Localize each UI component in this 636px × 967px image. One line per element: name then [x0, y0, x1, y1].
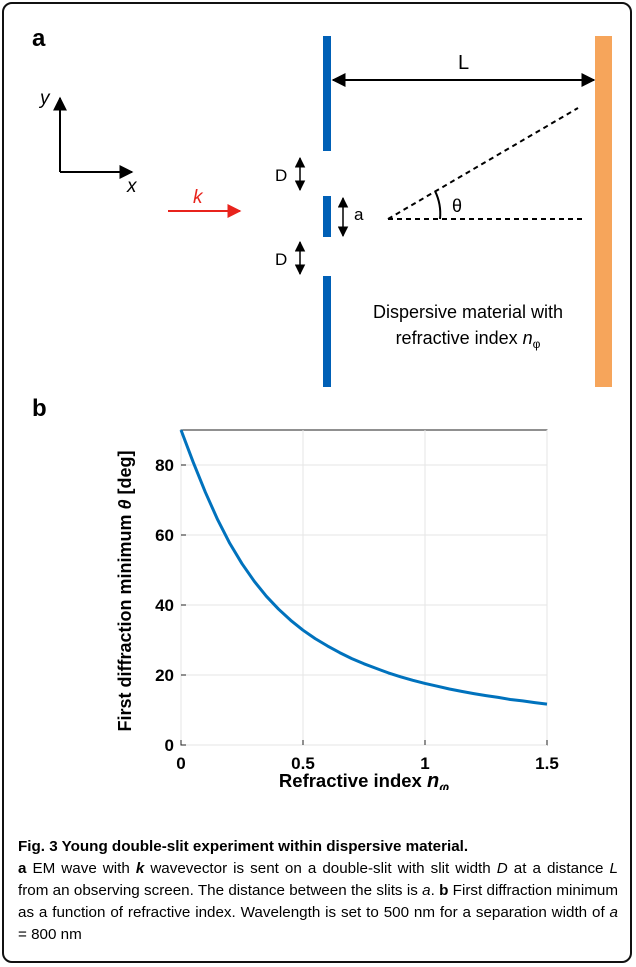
material-text-line2: refractive index nφ — [396, 328, 541, 351]
wavevector-label: k — [193, 187, 204, 208]
x-axis-label: x — [126, 176, 138, 197]
panel-a-label: a — [32, 25, 46, 52]
x-tick-label: 0.5 — [291, 754, 315, 773]
figure-caption: Fig. 3 Young double-slit experiment with… — [18, 836, 618, 946]
series-lines — [179, 429, 548, 706]
caption-title: Fig. 3 Young double-slit experiment with… — [18, 838, 469, 855]
caption-text: at a distance — [507, 860, 610, 877]
caption-text: from an observing screen. The distance b… — [18, 882, 423, 899]
caption-a: a — [609, 904, 618, 921]
caption-part-b-label: b — [439, 882, 449, 899]
caption-l: L — [609, 860, 618, 877]
y-tick-label: 40 — [155, 596, 174, 615]
x-tick-label: 1.5 — [535, 754, 559, 773]
caption-k: k — [135, 860, 145, 877]
slit-width-top-label: D — [275, 166, 287, 185]
y-tick-label: 20 — [155, 666, 174, 685]
y-axis-title: First diffraction minimum θ [deg] — [115, 450, 135, 731]
slit-width-bottom-label: D — [275, 250, 287, 269]
caption-text: . — [430, 882, 440, 899]
x-axis-title: Refractive index nφ — [279, 770, 449, 790]
y-tick-label: 60 — [155, 526, 174, 545]
caption-d: D — [496, 860, 508, 877]
angle-arc — [434, 190, 442, 220]
caption-a: a — [422, 882, 431, 899]
slit-separation-label: a — [354, 205, 364, 224]
barrier-middle — [323, 196, 331, 237]
caption-text: First diffraction minimum as a function … — [18, 882, 618, 921]
y-axis-label: y — [38, 88, 51, 109]
caption-part-a-label: a — [18, 860, 27, 877]
y-tick-label: 80 — [155, 456, 174, 475]
grid — [180, 430, 548, 746]
series-line — [179, 429, 548, 706]
caption-text: = 800 nm — [18, 926, 82, 943]
material-text-line1: Dispersive material with — [373, 302, 563, 322]
diffraction-chart: 0 0.5 1 1.5 0 20 40 60 80 Refractive index nφ Fi… — [115, 429, 559, 790]
plot-area — [180, 429, 548, 746]
double-slit-diagram: y x k D D a L θ Dispersive material with… — [38, 36, 612, 387]
y-tick-label: 0 — [165, 736, 174, 755]
ticks: 0 0.5 1 1.5 0 20 40 60 80 — [155, 456, 559, 773]
x-tick-label: 0 — [176, 754, 185, 773]
observing-screen — [595, 36, 612, 387]
diffraction-ray — [387, 107, 579, 220]
caption-text: EM wave with — [26, 860, 136, 877]
barrier-bottom — [323, 276, 331, 387]
x-tick-label: 1 — [420, 754, 429, 773]
panel-b-label: b — [32, 395, 47, 422]
angle-label: θ — [452, 196, 462, 216]
caption-text: wavevector is sent on a double-slit with… — [144, 860, 497, 877]
barrier-top — [323, 36, 331, 151]
distance-label: L — [458, 52, 469, 74]
